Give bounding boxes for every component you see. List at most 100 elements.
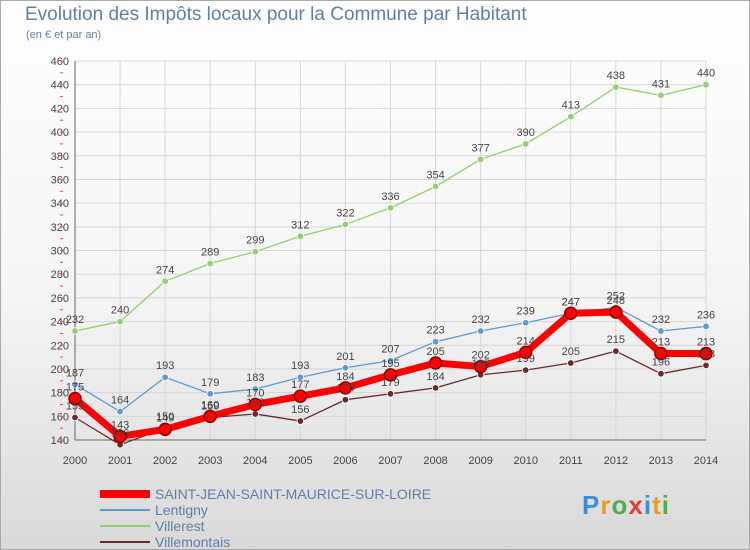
data-label: 179	[381, 377, 399, 389]
series-point-2	[161, 277, 169, 285]
data-label: 232	[652, 314, 670, 326]
series-point-3	[657, 369, 665, 378]
y-tick-label: 140	[51, 435, 69, 447]
logo-letter: o	[611, 490, 629, 520]
data-label: 136	[111, 428, 129, 440]
series-point-0	[248, 397, 263, 412]
data-label: 143	[111, 419, 129, 431]
series-point-0	[338, 381, 353, 395]
data-label: 289	[201, 247, 219, 259]
x-tick-label: 2004	[243, 455, 267, 467]
x-tick-label: 2014	[694, 455, 718, 467]
series-point-1	[431, 337, 440, 346]
series-point-0	[654, 346, 668, 361]
series-point-1	[251, 385, 259, 393]
legend-swatch	[100, 525, 150, 527]
x-tick-label: 2005	[288, 455, 312, 467]
legend-item: Villemontais	[100, 534, 480, 550]
data-label: 205	[426, 346, 444, 358]
data-label: 187	[66, 367, 84, 379]
data-label: 252	[607, 290, 625, 302]
series-point-3	[296, 417, 305, 425]
legend-item: Villerest	[100, 518, 480, 534]
logo-letter: P	[582, 490, 601, 520]
logo-letter: i	[643, 490, 653, 520]
y-tick-label: 260	[51, 293, 69, 305]
data-label: 312	[291, 219, 309, 231]
x-tick-label: 2000	[63, 455, 87, 467]
y-tick-label: 400	[51, 127, 69, 139]
data-label: 232	[66, 314, 84, 326]
series-point-0	[564, 306, 578, 321]
x-tick-label: 2007	[378, 455, 402, 467]
series-point-0	[383, 368, 398, 382]
series-point-1	[522, 319, 530, 327]
y-tick-label: 200	[51, 364, 69, 376]
data-label: 195	[381, 358, 399, 370]
x-tick-label: 2008	[423, 455, 447, 467]
data-label: 203	[697, 348, 715, 360]
logo-letter: x	[628, 490, 644, 520]
y-tick-label: 280	[51, 269, 69, 281]
data-label: 162	[246, 397, 264, 409]
data-label: 214	[517, 335, 535, 347]
series-point-0	[293, 389, 308, 403]
x-tick-label: 2002	[153, 455, 177, 467]
data-label: 239	[517, 306, 535, 318]
data-label: 193	[291, 360, 309, 372]
data-label: 232	[471, 314, 489, 326]
x-tick-label: 2013	[649, 455, 673, 467]
data-label: 413	[562, 100, 580, 112]
y-tick-label: 240	[51, 317, 69, 329]
x-tick-label: 2006	[333, 455, 357, 467]
series-point-1	[657, 327, 665, 335]
series-point-3	[431, 384, 440, 392]
series-point-1	[116, 407, 124, 416]
y-tick-label: 360	[51, 174, 69, 186]
data-label: 377	[471, 142, 489, 154]
y-tick-label: 420	[51, 103, 69, 115]
legend-label: SAINT-JEAN-SAINT-MAURICE-SUR-LOIRE	[155, 486, 432, 502]
x-tick-label: 2010	[513, 455, 537, 467]
series-point-2	[657, 91, 665, 100]
series-point-1	[71, 380, 79, 389]
proxiti-logo: Proxiti	[582, 490, 670, 521]
series-point-1	[296, 373, 305, 381]
x-tick-label: 2011	[559, 455, 583, 467]
x-tick-label: 2001	[108, 455, 132, 467]
legend-label: Villerest	[155, 518, 205, 534]
series-point-1	[341, 364, 350, 372]
series-point-2	[702, 80, 710, 89]
data-label: 299	[246, 235, 264, 247]
data-label: 322	[336, 207, 354, 219]
series-point-3	[71, 413, 79, 422]
y-tick-label: 220	[51, 340, 69, 352]
data-label: 196	[652, 357, 670, 369]
data-label: 248	[607, 295, 625, 307]
data-label: 150	[156, 411, 174, 423]
series-point-2	[567, 112, 575, 121]
data-label: 431	[652, 78, 670, 90]
data-label: 159	[66, 400, 84, 412]
series-point-0	[518, 345, 533, 360]
series-point-1	[476, 327, 485, 335]
data-label: 240	[111, 305, 129, 317]
series-point-0	[699, 346, 713, 361]
data-label: 215	[607, 334, 625, 346]
series-point-3	[341, 396, 350, 404]
series-point-2	[71, 327, 79, 335]
series-point-2	[386, 204, 395, 212]
series-point-3	[612, 347, 620, 355]
series-point-2	[296, 232, 305, 240]
data-label: 159	[201, 400, 219, 412]
series-point-0	[68, 391, 82, 406]
data-label: 213	[652, 337, 670, 349]
series-layer	[68, 80, 713, 449]
data-label: 247	[562, 296, 580, 308]
data-label: 184	[426, 371, 444, 383]
series-point-0	[113, 429, 127, 444]
series-point-0	[203, 409, 217, 424]
